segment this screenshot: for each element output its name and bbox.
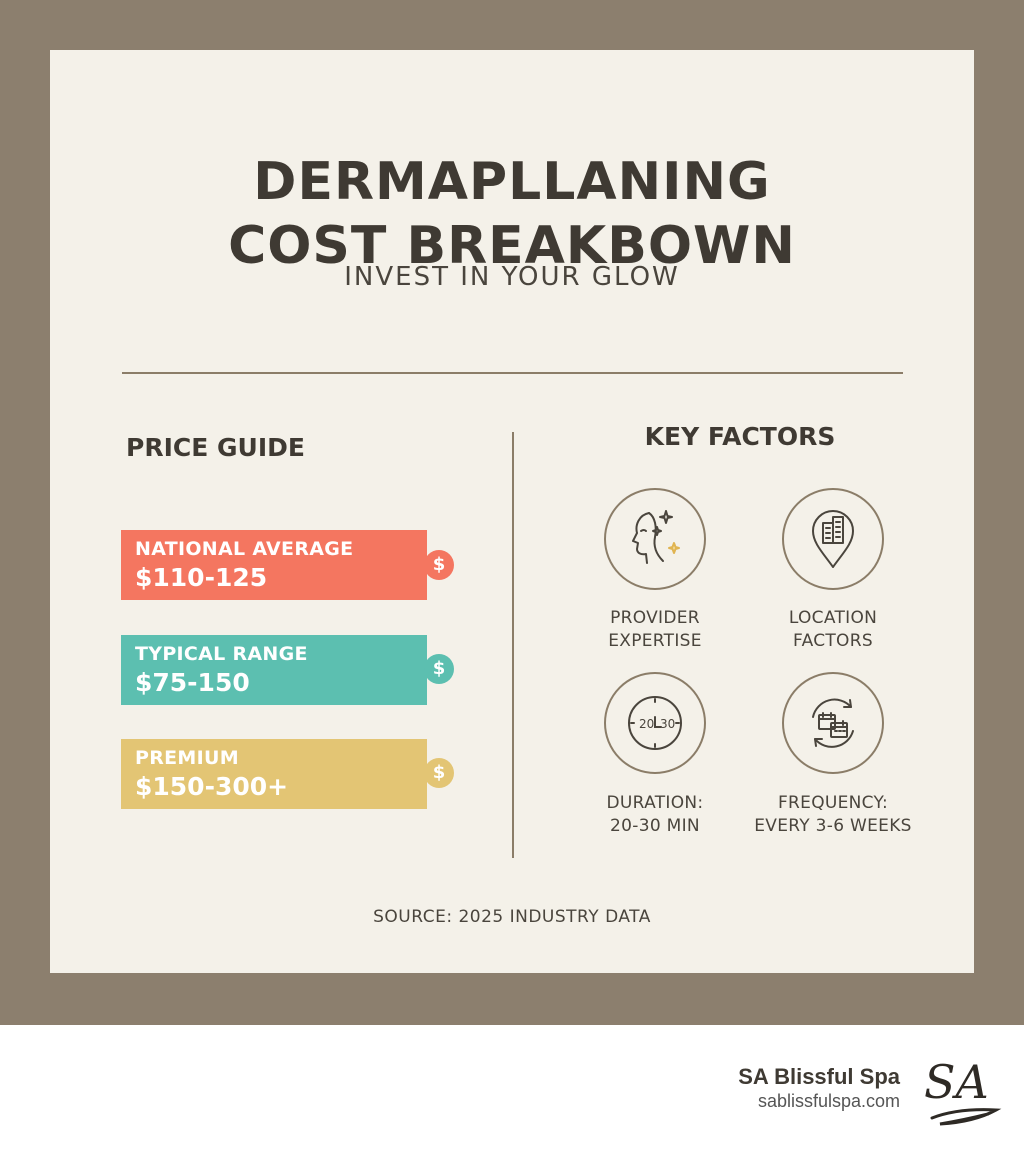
factor-label: FREQUENCY: EVERY 3-6 WEEKS	[733, 792, 933, 838]
price-tier-value: $150-300+	[135, 772, 289, 801]
factor-label: LOCATION FACTORS	[733, 607, 933, 653]
svg-text:SA: SA	[924, 1055, 989, 1109]
subtitle: INVEST IN YOUR GLOW	[344, 262, 680, 292]
brand-url-link[interactable]: sablissfulspa.com	[757, 1091, 900, 1111]
price-tier-value: $110-125	[135, 563, 268, 592]
price-tier-label: NATIONAL AVERAGE	[135, 538, 354, 560]
calendar-cycle-icon	[782, 672, 884, 774]
factor-line-1: FREQUENCY:	[777, 793, 889, 813]
source-note: SOURCE: 2025 INDUSTRY DATA	[373, 907, 651, 927]
price-tier-value: $75-150	[135, 668, 250, 697]
brand-logo: SA	[918, 1048, 1008, 1142]
key-factors-heading: KEY FACTORS	[644, 422, 836, 451]
face-sparkle-icon	[604, 488, 706, 590]
brand-block[interactable]: SA Blissful Spa sablissfulspa.com	[738, 1063, 900, 1112]
factor-line-1: DURATION:	[606, 793, 704, 813]
price-tier-typical-range: TYPICAL RANGE $75-150	[121, 635, 427, 705]
factor-line-1: PROVIDER	[610, 608, 700, 628]
dollar-icon: $	[424, 758, 454, 788]
dollar-icon: $	[424, 654, 454, 684]
page-title: DERMAPLLANING COST BREAKBOWN	[50, 150, 974, 278]
svg-text:30: 30	[660, 717, 675, 731]
factor-label: DURATION: 20-30 MIN	[555, 792, 755, 838]
price-guide-heading: PRICE GUIDE	[126, 433, 305, 462]
dollar-icon: $	[424, 550, 454, 580]
factor-line-2: 20-30 MIN	[610, 816, 700, 836]
brand-name: SA Blissful Spa	[738, 1064, 900, 1089]
price-tier-national-average: NATIONAL AVERAGE $110-125	[121, 530, 427, 600]
price-tier-premium: PREMIUM $150-300+	[121, 739, 427, 809]
horizontal-divider	[122, 372, 903, 374]
title-line-1: DERMAPLLANING	[253, 152, 771, 212]
infographic-card: DERMAPLLANING COST BREAKBOWN INVEST IN Y…	[50, 50, 974, 973]
price-tier-label: PREMIUM	[135, 747, 239, 769]
svg-text:20: 20	[639, 717, 654, 731]
title-line-2: COST BREAKBOWN	[228, 216, 796, 276]
clock-icon: 20 30	[604, 672, 706, 774]
price-tier-label: TYPICAL RANGE	[135, 643, 308, 665]
location-pin-building-icon	[782, 488, 884, 590]
factor-line-1: LOCATION	[788, 608, 878, 628]
factor-line-2: EVERY 3-6 WEEKS	[754, 816, 912, 836]
factor-label: PROVIDER EXPERTISE	[555, 607, 755, 653]
factor-line-2: EXPERTISE	[608, 631, 702, 651]
vertical-divider	[512, 432, 514, 858]
factor-line-2: FACTORS	[793, 631, 873, 651]
